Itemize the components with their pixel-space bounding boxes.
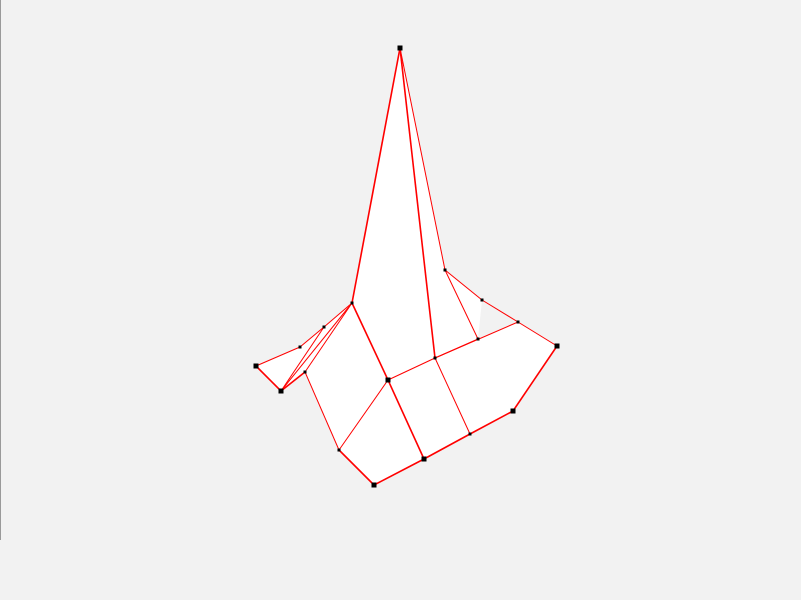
- mesh-vertex-b5[interactable]: [510, 408, 516, 414]
- mesh-edge-19: [387, 357, 436, 381]
- mesh-edge-13: [338, 449, 375, 486]
- mesh-vertex-c[interactable]: [385, 377, 391, 383]
- mesh-face-5: [339, 380, 424, 485]
- mesh-edge-1: [399, 47, 436, 359]
- mesh-vertex-lB[interactable]: [298, 345, 302, 349]
- mesh-faces: [256, 48, 557, 485]
- mesh-vertex-r3[interactable]: [554, 343, 560, 349]
- mesh-edge-20: [434, 357, 471, 435]
- mesh-vertices[interactable]: [253, 45, 560, 488]
- mesh-edge-3: [444, 269, 483, 301]
- mesh-face-4: [305, 303, 388, 450]
- mesh-edge-23: [255, 346, 301, 367]
- mesh-vertex-b4[interactable]: [468, 432, 472, 436]
- mesh-vertex-b3[interactable]: [421, 456, 427, 462]
- mesh-face-3: [388, 358, 470, 459]
- mesh-edge-16: [351, 302, 389, 381]
- mesh-vertex-pM[interactable]: [433, 356, 437, 360]
- mesh-edge-17: [387, 379, 425, 460]
- mesh-edges: [255, 47, 558, 486]
- mesh-edge-9: [512, 345, 558, 412]
- mesh-face-2: [435, 322, 557, 434]
- mesh-face-6: [256, 303, 352, 391]
- mesh-vertex-lE[interactable]: [303, 370, 307, 374]
- mesh-edge-0: [351, 47, 401, 304]
- mesh-edge-10: [469, 410, 514, 435]
- mesh-vertex-r4[interactable]: [476, 337, 480, 341]
- mesh-edge-15: [304, 302, 353, 373]
- mesh-edge-24: [255, 365, 282, 392]
- mesh-vertex-b1[interactable]: [337, 448, 341, 452]
- mesh-edge-12: [373, 458, 425, 486]
- mesh-vertex-lC[interactable]: [253, 363, 259, 369]
- mesh-face-0: [352, 48, 435, 380]
- mesh-edge-27: [280, 326, 325, 392]
- mesh-face-1: [400, 48, 482, 358]
- window-left-border: [0, 0, 1, 540]
- mesh-edge-5: [444, 269, 479, 340]
- mesh-vertex-pL[interactable]: [350, 301, 354, 305]
- mesh-vertex-r2[interactable]: [516, 320, 520, 324]
- mesh-edge-25: [280, 371, 306, 392]
- mesh-edge-14: [304, 371, 340, 451]
- mesh-edge-22: [299, 326, 325, 348]
- mesh-edge-8: [517, 321, 558, 347]
- mesh-edge-21: [323, 302, 353, 328]
- mesh-edge-18: [338, 379, 389, 451]
- mesh-vertex-r1[interactable]: [480, 298, 484, 302]
- mesh-edge-26: [280, 302, 353, 392]
- mesh-edge-2: [399, 47, 446, 271]
- mesh-vertex-b2[interactable]: [371, 482, 377, 488]
- mesh-vertex-lD[interactable]: [278, 388, 284, 394]
- mesh-edge-11: [423, 433, 471, 460]
- mesh-vertex-pR[interactable]: [443, 268, 447, 272]
- mesh-vertex-lA[interactable]: [322, 325, 326, 329]
- mesh-edge-4: [481, 299, 519, 323]
- mesh-vertex-peak[interactable]: [397, 45, 403, 51]
